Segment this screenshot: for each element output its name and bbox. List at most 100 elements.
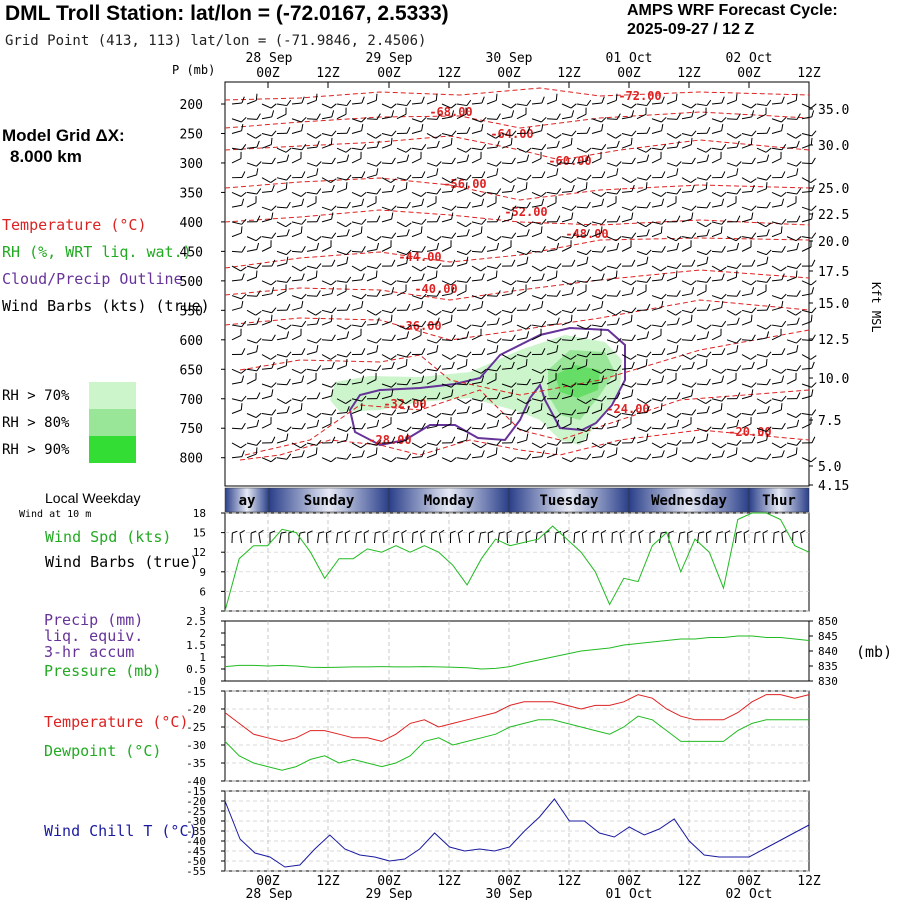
wind-barb-shaft xyxy=(486,442,497,446)
wind-barb xyxy=(381,240,392,252)
wind-barb-flag xyxy=(331,130,337,137)
wind-barb-shaft xyxy=(756,103,767,107)
wind-barb-shaft xyxy=(501,236,512,239)
hour-label-top: 12Z xyxy=(557,66,581,81)
wind-barb xyxy=(501,457,517,463)
wind-barb-flag xyxy=(375,447,378,455)
hour-label-bottom: 12Z xyxy=(316,874,340,889)
wind-barb-flag xyxy=(541,422,546,430)
wind-barb-shaft xyxy=(546,146,557,149)
wind-barb xyxy=(651,198,665,208)
temperature-contour xyxy=(224,237,810,269)
wind-barb-flag xyxy=(615,93,618,101)
wind-barb-shaft xyxy=(726,425,737,429)
wind-barb-flag xyxy=(676,161,682,167)
wind-barb xyxy=(471,226,483,238)
wind-barb-shaft xyxy=(381,354,391,360)
surface-wind-barb-flag xyxy=(630,530,637,534)
wind-barb xyxy=(666,419,680,429)
wind-barb-flag xyxy=(240,191,247,197)
wind-barb-shaft xyxy=(426,248,437,252)
wind-barb-shaft xyxy=(801,457,812,463)
wind-barb-shaft xyxy=(576,250,587,256)
wind-barb-flag xyxy=(811,184,815,192)
wind-barb-shaft xyxy=(411,221,422,225)
wind-barb-shaft xyxy=(621,103,632,109)
wind-barb xyxy=(246,419,260,429)
wind-barb-flag xyxy=(631,389,634,397)
temperature-contour xyxy=(224,209,810,226)
wind-barb xyxy=(561,361,575,370)
wind-barb-shaft xyxy=(366,413,377,419)
surface-wind-barb-shaft xyxy=(325,532,328,544)
wind-barb xyxy=(306,290,321,297)
wind-barb-flag xyxy=(436,242,440,250)
wind-barb-shaft xyxy=(651,279,662,282)
wind-barb xyxy=(786,93,798,105)
wind-barb-flag xyxy=(346,229,350,236)
wind-barb-flag xyxy=(781,218,787,225)
wind-barb-shaft xyxy=(696,235,707,238)
wind-barb xyxy=(651,171,666,179)
wind-barb-shaft xyxy=(651,265,661,272)
wind-barb-flag xyxy=(525,222,532,228)
wind-barb xyxy=(651,348,666,356)
wind-barb xyxy=(501,307,517,314)
wind-barb-shaft xyxy=(411,427,423,430)
wind-barb-shaft xyxy=(321,280,332,286)
wind-barb-flag xyxy=(601,320,607,327)
wind-barb xyxy=(246,290,261,297)
wind-barb xyxy=(711,293,727,300)
wind-barb xyxy=(261,184,275,193)
wind-barb xyxy=(486,345,499,356)
wind-barb-shaft xyxy=(441,309,452,314)
wind-barb xyxy=(336,426,352,432)
wind-barb-shaft xyxy=(531,191,542,197)
wind-barb-shaft xyxy=(306,202,317,208)
wind-barb-shaft xyxy=(636,439,647,444)
surface-wind-barb xyxy=(743,530,750,544)
hour-label-bottom: 00Z xyxy=(617,874,641,889)
wind-barb-shaft xyxy=(561,162,573,165)
wind-barb-flag xyxy=(645,222,652,228)
wind-barb xyxy=(531,191,547,197)
wind-barb-shaft xyxy=(441,103,452,109)
wind-barb-flag xyxy=(721,144,727,151)
wind-barb xyxy=(606,439,622,446)
local-weekday-label: Local Weekday xyxy=(45,490,141,506)
wind-barb xyxy=(306,93,318,105)
wind-barb-shaft xyxy=(246,309,256,316)
wind-barb-shaft xyxy=(561,218,572,223)
wind-barb-flag xyxy=(496,168,499,176)
wind-barb-flag xyxy=(616,345,619,352)
wind-barb-shaft xyxy=(231,279,242,282)
surface-wind-barb-flag xyxy=(706,530,712,534)
wind-barb-shaft xyxy=(726,162,737,167)
wind-barb xyxy=(381,177,397,183)
wind-barb xyxy=(501,382,517,388)
wind-barb xyxy=(456,229,470,238)
wind-barb-shaft xyxy=(711,250,723,253)
wind-barb xyxy=(591,422,606,430)
temperature-contour-label: -28.00 xyxy=(368,433,411,447)
wind-barb xyxy=(291,116,307,123)
wind-barb xyxy=(741,157,756,165)
wind-barb-flag xyxy=(766,453,772,460)
wind-barb-flag xyxy=(406,249,412,255)
wind-barb xyxy=(486,133,502,139)
wind-barb-flag xyxy=(256,338,262,344)
wind-barb-flag xyxy=(570,240,572,247)
wind-barb xyxy=(276,221,292,228)
wind-barb xyxy=(351,246,366,253)
wind-barb-flag xyxy=(570,178,577,183)
wind-barb xyxy=(516,127,531,134)
wind-barb-flag xyxy=(480,191,487,197)
wind-barb-shaft xyxy=(381,132,392,137)
wind-barb xyxy=(486,392,501,400)
wind-barb-shaft xyxy=(231,334,242,341)
wind-barb-flag xyxy=(540,403,543,410)
wind-barb xyxy=(576,433,589,444)
wind-barb xyxy=(441,389,454,400)
wind-barb-shaft xyxy=(261,162,273,165)
wind-barb-shaft xyxy=(801,236,812,239)
